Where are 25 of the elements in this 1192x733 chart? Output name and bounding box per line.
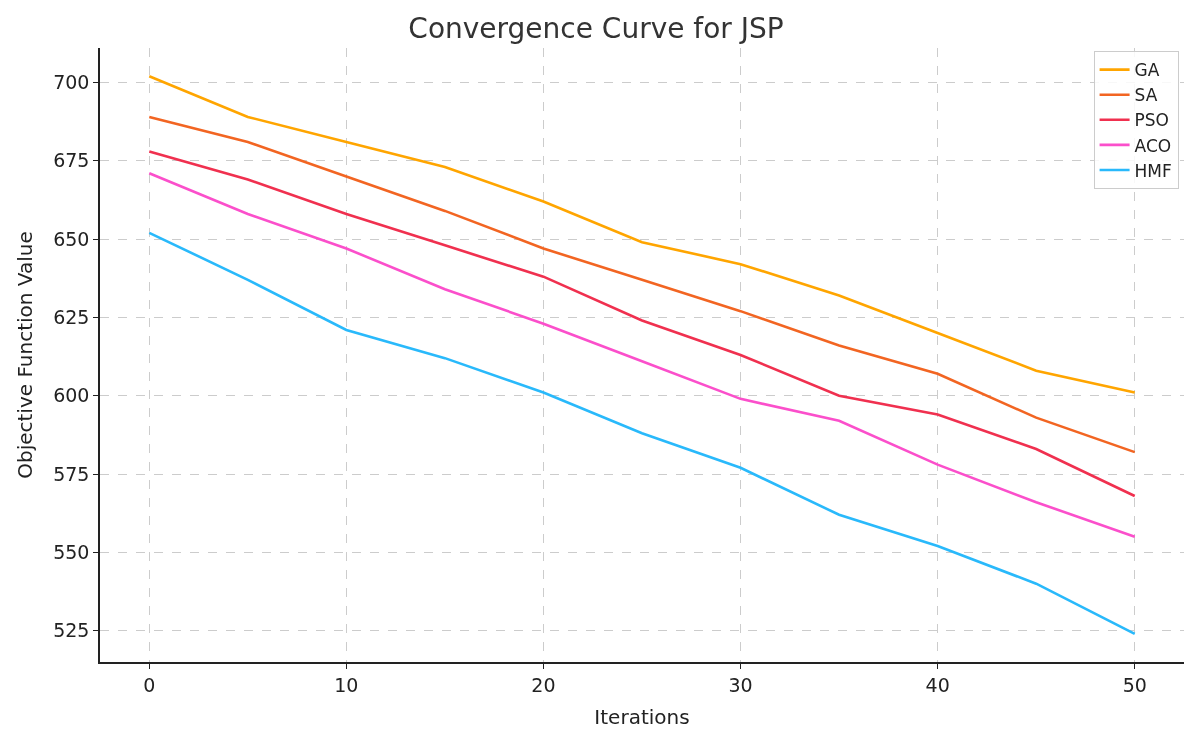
y-axis-title: Objective Function Value [13, 231, 38, 479]
y-tick-label: 625 [53, 306, 90, 329]
y-tick-label: 675 [53, 149, 90, 172]
y-tick-label: 650 [53, 227, 90, 250]
x-axis-title: Iterations [594, 704, 690, 729]
x-tick-label: 20 [531, 673, 556, 696]
x-tick-label: 30 [728, 673, 753, 696]
x-tick-label: 10 [334, 673, 359, 696]
chart-title: Convergence Curve for JSP [408, 11, 784, 45]
legend-label: GA [1134, 60, 1160, 81]
legend-label: ACO [1134, 135, 1172, 156]
y-tick-label: 575 [53, 462, 90, 485]
y-tick-label: 525 [53, 619, 90, 642]
x-tick-label: 40 [925, 673, 950, 696]
legend-label: HMF [1134, 160, 1172, 181]
x-tick-label: 0 [143, 673, 156, 696]
y-tick-label: 550 [53, 541, 90, 564]
y-tick-label: 600 [53, 384, 90, 407]
y-tick-label: 700 [53, 71, 90, 94]
x-tick-label: 50 [1122, 673, 1147, 696]
line-series [147, 172, 1137, 538]
line-series [147, 150, 1137, 498]
legend-label: SA [1134, 85, 1158, 106]
line-series [147, 231, 1137, 636]
legend-label: PSO [1134, 110, 1170, 131]
